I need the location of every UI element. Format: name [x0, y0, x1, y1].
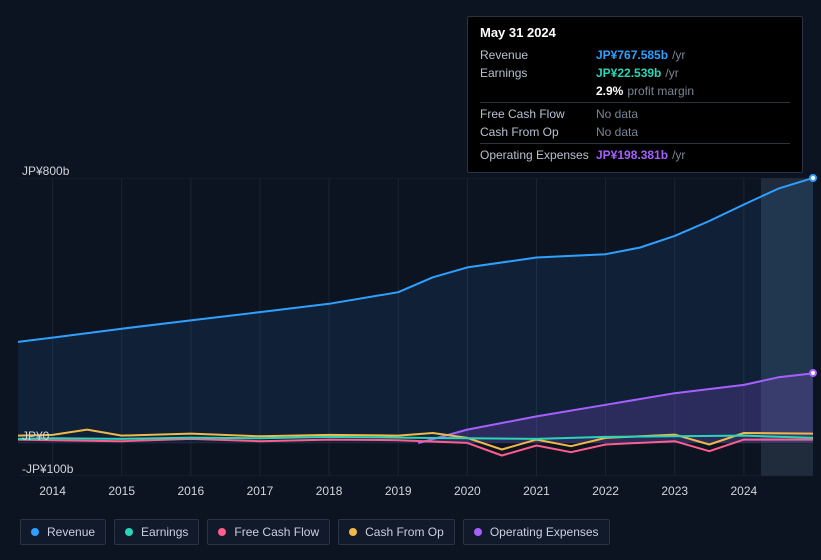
x-tick-label: 2020: [454, 484, 481, 498]
tooltip-value: 2.9%: [596, 84, 623, 98]
x-tick-label: 2015: [108, 484, 135, 498]
tooltip-row: EarningsJP¥22.539b/yr: [480, 64, 790, 82]
tooltip-row-label: Revenue: [480, 48, 596, 62]
x-tick-label: 2019: [385, 484, 412, 498]
tooltip-row-label: Operating Expenses: [480, 148, 596, 162]
legend-item[interactable]: Operating Expenses: [463, 519, 610, 545]
x-tick-label: 2021: [523, 484, 550, 498]
x-tick-label: 2024: [731, 484, 758, 498]
tooltip-unit: /yr: [665, 66, 678, 80]
tooltip-title: May 31 2024: [480, 23, 790, 46]
tooltip-unit: profit margin: [627, 84, 694, 98]
series-end-marker: [809, 174, 817, 182]
legend-item[interactable]: Earnings: [114, 519, 199, 545]
tooltip-row: Cash From OpNo data: [480, 123, 790, 141]
tooltip-value: JP¥198.381b: [596, 148, 668, 162]
x-tick-label: 2018: [316, 484, 343, 498]
legend-color-dot: [349, 528, 357, 536]
tooltip-nodata: No data: [596, 107, 638, 121]
tooltip-row-label: Earnings: [480, 66, 596, 80]
tooltip-value: JP¥22.539b: [596, 66, 661, 80]
legend-item[interactable]: Revenue: [20, 519, 106, 545]
x-tick-label: 2016: [177, 484, 204, 498]
tooltip-unit: /yr: [672, 148, 685, 162]
x-tick-label: 2017: [247, 484, 274, 498]
tooltip-row: Free Cash FlowNo data: [480, 105, 790, 123]
legend-color-dot: [218, 528, 226, 536]
tooltip-row-label: Free Cash Flow: [480, 107, 596, 121]
legend-item[interactable]: Free Cash Flow: [207, 519, 330, 545]
x-tick-label: 2022: [592, 484, 619, 498]
legend-label: Cash From Op: [365, 525, 444, 539]
tooltip-row: Operating ExpensesJP¥198.381b/yr: [480, 146, 790, 164]
legend-label: Operating Expenses: [490, 525, 599, 539]
legend-label: Free Cash Flow: [234, 525, 319, 539]
y-tick-label: JP¥800b: [22, 164, 82, 178]
chart-legend: Revenue Earnings Free Cash Flow Cash From O…: [20, 519, 610, 545]
tooltip-separator: [480, 102, 790, 103]
x-tick-label: 2014: [39, 484, 66, 498]
legend-label: Revenue: [47, 525, 95, 539]
tooltip-separator: [480, 143, 790, 144]
series-end-marker: [809, 369, 817, 377]
chart-tooltip: May 31 2024 RevenueJP¥767.585b/yrEarning…: [467, 16, 803, 173]
x-tick-label: 2023: [661, 484, 688, 498]
legend-item[interactable]: Cash From Op: [338, 519, 455, 545]
legend-label: Earnings: [141, 525, 188, 539]
y-tick-label: -JP¥100b: [22, 462, 82, 476]
legend-color-dot: [474, 528, 482, 536]
tooltip-row: RevenueJP¥767.585b/yr: [480, 46, 790, 64]
financials-chart: [18, 178, 813, 476]
legend-color-dot: [31, 528, 39, 536]
x-axis-labels: 2014 2015 2016 2017 2018 2019 2020 2021 2022 2023…: [18, 484, 813, 504]
tooltip-row: 2.9% profit margin: [480, 82, 790, 100]
y-tick-label: JP¥0: [22, 429, 82, 443]
tooltip-unit: /yr: [672, 48, 685, 62]
tooltip-nodata: No data: [596, 125, 638, 139]
legend-color-dot: [125, 528, 133, 536]
tooltip-value: JP¥767.585b: [596, 48, 668, 62]
tooltip-row-label: Cash From Op: [480, 125, 596, 139]
